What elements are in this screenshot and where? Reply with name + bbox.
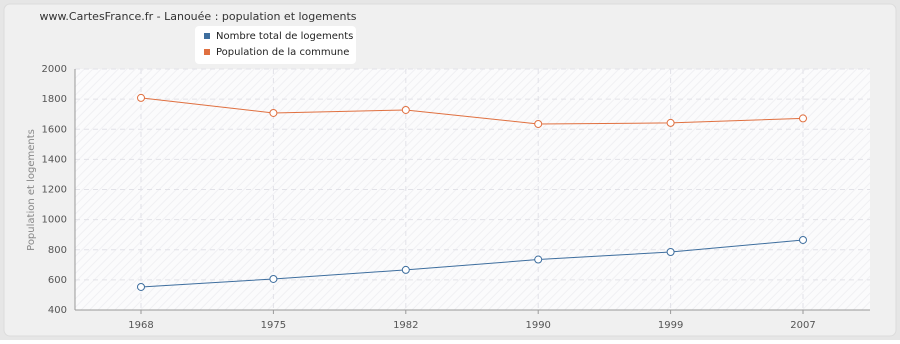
y-tick-label: 600 bbox=[48, 275, 67, 286]
y-axis-label: Population et logements bbox=[26, 129, 37, 251]
point bbox=[799, 235, 807, 244]
legend bbox=[195, 26, 356, 64]
legend-swatch bbox=[204, 49, 210, 55]
series-line bbox=[140, 239, 804, 288]
point bbox=[534, 119, 543, 128]
legend-label: Nombre total de logements bbox=[216, 31, 353, 42]
point bbox=[269, 108, 278, 117]
y-tick-label: 1000 bbox=[42, 215, 67, 226]
point bbox=[534, 255, 543, 264]
y-tick-label: 1600 bbox=[42, 124, 67, 135]
chart-title: www.CartesFrance.fr - Lanouée : populati… bbox=[39, 10, 356, 23]
point bbox=[269, 274, 278, 283]
series-line bbox=[140, 97, 804, 125]
y-tick-label: 400 bbox=[48, 305, 67, 316]
x-tick-label: 1990 bbox=[525, 320, 550, 331]
x-tick-label: 1999 bbox=[658, 320, 683, 331]
y-tick-label: 800 bbox=[48, 245, 67, 256]
point bbox=[666, 248, 675, 257]
legend-label: Population de la commune bbox=[216, 47, 349, 58]
legend-swatch bbox=[204, 33, 210, 39]
point bbox=[401, 105, 410, 114]
point bbox=[137, 93, 145, 102]
y-tick-label: 1800 bbox=[42, 94, 67, 105]
x-tick-label: 1975 bbox=[261, 320, 286, 331]
y-tick-label: 2000 bbox=[42, 64, 67, 75]
y-tick-label: 1200 bbox=[42, 185, 67, 196]
x-tick-label: 2007 bbox=[790, 320, 815, 331]
point bbox=[799, 114, 807, 123]
x-tick-label: 1982 bbox=[393, 320, 418, 331]
y-tick-label: 1400 bbox=[42, 154, 67, 165]
point bbox=[137, 282, 145, 291]
x-tick-label: 1968 bbox=[128, 320, 153, 331]
point bbox=[666, 118, 675, 127]
point bbox=[401, 265, 410, 274]
